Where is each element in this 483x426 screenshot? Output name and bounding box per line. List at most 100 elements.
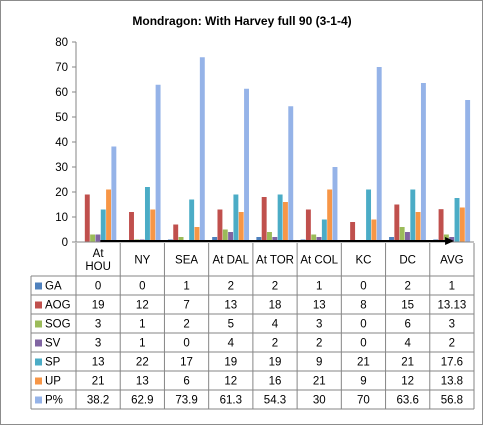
chart-title: Mondragon: With Harvey full 90 (3-1-4) <box>132 14 351 28</box>
table-cell: 73.9 <box>175 395 197 407</box>
table-cell: 22 <box>136 357 149 369</box>
table-cell: 30 <box>313 395 326 407</box>
bar-sp <box>410 189 416 242</box>
legend-key-sv <box>35 339 42 347</box>
bar-sv <box>405 232 410 242</box>
bar-ppct <box>332 167 338 242</box>
table-cell: 1 <box>449 281 455 293</box>
table-cell: 13 <box>92 357 105 369</box>
table-cell: 21 <box>401 357 414 369</box>
series-name: P% <box>45 395 63 407</box>
table-cell: 1 <box>139 338 145 350</box>
category-label: At COL <box>300 255 338 267</box>
series-name: SP <box>45 357 61 369</box>
table-cell: 63.6 <box>396 395 418 407</box>
bar-ppct <box>244 88 249 242</box>
table-cell: 0 <box>183 338 189 350</box>
y-tick-label: 20 <box>55 187 68 199</box>
table-cell: 3 <box>316 319 322 331</box>
bar-sp <box>144 187 150 242</box>
table-cell: 13 <box>136 376 149 388</box>
y-tick-label: 50 <box>55 112 68 124</box>
bar-aog <box>438 209 444 242</box>
category-label: At DAL <box>213 255 250 267</box>
table-cell: 8 <box>360 300 366 312</box>
table-cell: 19 <box>224 357 237 369</box>
table-cell: 62.9 <box>131 395 153 407</box>
table-cell: 12 <box>401 376 414 388</box>
category-label: DC <box>399 255 416 267</box>
bar-ppct <box>420 83 426 242</box>
table-cell: 0 <box>139 281 145 293</box>
y-tick-label: 60 <box>55 87 68 99</box>
bar-ppct <box>155 84 161 242</box>
table-cell: 13.8 <box>441 376 463 388</box>
bar-sv <box>228 232 234 242</box>
table-cell: 19 <box>92 300 105 312</box>
table-cell: 2 <box>183 319 189 331</box>
table-cell: 4 <box>228 338 235 350</box>
table-cell: 1 <box>316 281 322 293</box>
bar-up <box>238 212 244 242</box>
y-tick-label: 40 <box>55 137 68 149</box>
legend-key-ppct <box>35 396 42 404</box>
bars <box>84 57 471 242</box>
bar-ppct <box>376 67 382 242</box>
bar-aog <box>305 209 311 242</box>
bar-up <box>371 219 377 242</box>
bar-ga <box>389 237 394 242</box>
table-cell: 2 <box>228 281 234 293</box>
series-name: UP <box>45 376 61 388</box>
table-cell: 15 <box>401 300 414 312</box>
table-cell: 13 <box>224 300 237 312</box>
table-cell: 21 <box>357 357 370 369</box>
category-label: At <box>93 248 105 260</box>
table-cell: 5 <box>228 319 234 331</box>
table-cell: 7 <box>183 300 189 312</box>
bar-sv <box>95 234 101 242</box>
table-cell: 2 <box>272 281 278 293</box>
table-cell: 2 <box>316 338 322 350</box>
y-tick-label: 10 <box>55 212 68 224</box>
legend-key-sp <box>35 358 42 366</box>
table-cell: 9 <box>316 357 322 369</box>
table-cell: 54.3 <box>264 395 286 407</box>
legend-key-sog <box>35 320 42 328</box>
y-tick-label: 30 <box>55 162 68 174</box>
table-cell: 61.3 <box>220 395 242 407</box>
bar-sog <box>222 229 228 242</box>
table-cell: 70 <box>357 395 370 407</box>
bar-aog <box>350 222 356 242</box>
bar-up <box>282 202 288 242</box>
bar-sp <box>100 209 106 242</box>
table-cell: 0 <box>360 319 366 331</box>
table-cell: 1 <box>139 319 145 331</box>
bar-sv <box>316 237 322 242</box>
table-cell: 56.8 <box>441 395 463 407</box>
bar-up <box>459 207 465 242</box>
bar-sp <box>189 199 195 242</box>
table-cell: 13.13 <box>437 300 466 312</box>
table-cell: 13 <box>313 300 326 312</box>
series-name: SOG <box>45 319 71 331</box>
legend-key-ga <box>35 282 42 290</box>
legend-key-up <box>35 377 42 385</box>
table-cell: 2 <box>272 338 278 350</box>
table-cell: 21 <box>92 376 105 388</box>
bar-ppct <box>288 106 294 242</box>
bar-ppct <box>199 57 205 242</box>
bar-aog <box>261 197 267 242</box>
bar-aog <box>394 204 400 242</box>
series-name: AOG <box>45 300 71 312</box>
bar-aog <box>129 212 134 242</box>
bar-sog <box>178 237 184 242</box>
y-tick-label: 80 <box>55 37 68 49</box>
bar-up <box>194 227 200 242</box>
table-cell: 38.2 <box>87 395 109 407</box>
bar-sv <box>449 237 455 242</box>
bar-sv <box>272 237 278 242</box>
bar-sp <box>366 189 372 242</box>
category-label: HOU <box>85 261 111 273</box>
table-cell: 9 <box>360 376 366 388</box>
